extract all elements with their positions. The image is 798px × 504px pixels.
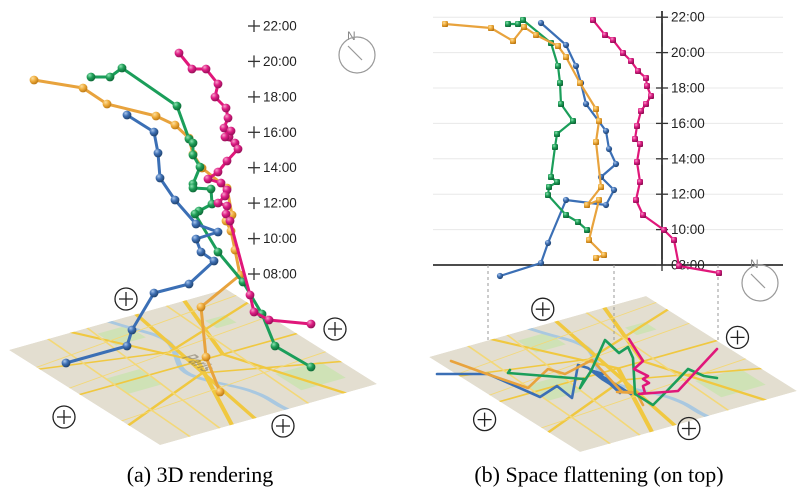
- svg-text:22:00: 22:00: [671, 10, 705, 25]
- svg-text:N: N: [347, 29, 356, 43]
- svg-text:10:00: 10:00: [263, 231, 297, 246]
- svg-text:N: N: [750, 257, 759, 271]
- svg-text:14:00: 14:00: [671, 151, 705, 166]
- svg-text:22:00: 22:00: [263, 19, 297, 34]
- svg-text:18:00: 18:00: [671, 81, 705, 96]
- svg-text:12:00: 12:00: [671, 187, 705, 202]
- svg-text:16:00: 16:00: [671, 116, 705, 131]
- svg-text:18:00: 18:00: [263, 89, 297, 104]
- svg-text:20:00: 20:00: [671, 45, 705, 60]
- svg-text:14:00: 14:00: [263, 160, 297, 175]
- svg-text:10:00: 10:00: [671, 222, 705, 237]
- svg-text:08:00: 08:00: [263, 267, 297, 282]
- svg-text:16:00: 16:00: [263, 125, 297, 140]
- svg-text:12:00: 12:00: [263, 196, 297, 211]
- svg-text:20:00: 20:00: [263, 54, 297, 69]
